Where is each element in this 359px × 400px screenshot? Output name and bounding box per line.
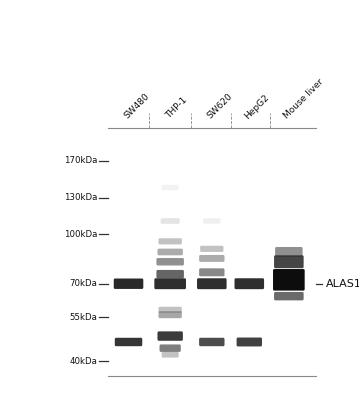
- FancyBboxPatch shape: [154, 278, 186, 289]
- FancyBboxPatch shape: [159, 307, 182, 313]
- Text: THP-1: THP-1: [164, 96, 189, 120]
- FancyBboxPatch shape: [200, 246, 223, 252]
- FancyBboxPatch shape: [159, 238, 182, 244]
- FancyBboxPatch shape: [234, 278, 264, 289]
- Text: 70kDa: 70kDa: [69, 279, 97, 288]
- FancyBboxPatch shape: [158, 249, 183, 255]
- Text: 40kDa: 40kDa: [69, 357, 97, 366]
- Text: HepG2: HepG2: [243, 92, 271, 120]
- FancyBboxPatch shape: [159, 344, 181, 352]
- Text: SW480: SW480: [122, 92, 151, 120]
- FancyBboxPatch shape: [157, 270, 184, 278]
- FancyBboxPatch shape: [273, 269, 305, 290]
- FancyBboxPatch shape: [157, 258, 184, 266]
- FancyBboxPatch shape: [275, 247, 303, 257]
- FancyBboxPatch shape: [237, 338, 262, 346]
- FancyBboxPatch shape: [160, 218, 180, 224]
- FancyBboxPatch shape: [159, 311, 182, 318]
- Text: 100kDa: 100kDa: [64, 230, 97, 239]
- FancyBboxPatch shape: [274, 292, 304, 300]
- Text: 130kDa: 130kDa: [64, 193, 97, 202]
- Text: ALAS1: ALAS1: [326, 279, 359, 289]
- FancyBboxPatch shape: [162, 185, 179, 190]
- FancyBboxPatch shape: [199, 338, 224, 346]
- FancyBboxPatch shape: [199, 268, 224, 276]
- Text: Mouse liver: Mouse liver: [283, 77, 326, 120]
- FancyBboxPatch shape: [115, 338, 142, 346]
- FancyBboxPatch shape: [203, 218, 220, 224]
- Text: 170kDa: 170kDa: [64, 156, 97, 165]
- FancyBboxPatch shape: [158, 331, 183, 341]
- FancyBboxPatch shape: [114, 278, 143, 289]
- Text: 55kDa: 55kDa: [69, 313, 97, 322]
- FancyBboxPatch shape: [199, 255, 224, 262]
- FancyBboxPatch shape: [162, 352, 179, 358]
- FancyBboxPatch shape: [197, 278, 227, 289]
- Text: SW620: SW620: [205, 92, 234, 120]
- FancyBboxPatch shape: [274, 255, 304, 268]
